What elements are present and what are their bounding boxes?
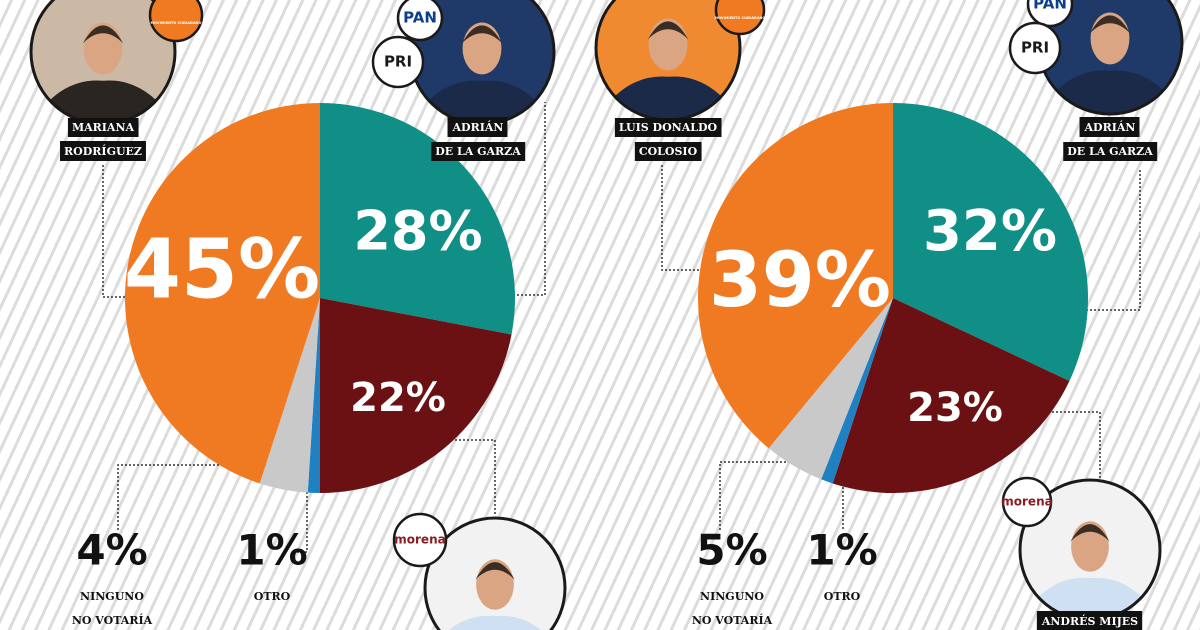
party-logo (1008, 21, 1062, 75)
candidate-name: DE LA GARZA (435, 145, 521, 158)
party-name: MOVIMIENTO CIUDADANO (715, 16, 766, 20)
category-label: NO VOTARÍA (692, 613, 773, 627)
candidate-name: MARIANA (72, 121, 135, 134)
value-label: 5% (696, 526, 767, 575)
category-label: NO VOTARÍA (72, 613, 153, 627)
candidate-name: RODRÍGUEZ (64, 144, 142, 158)
pie-slice (125, 103, 320, 484)
photo-hair (1070, 524, 1110, 542)
photo-hair (475, 562, 515, 580)
pie-slice (893, 103, 1088, 382)
party-logo (396, 0, 444, 42)
connector (1086, 168, 1141, 311)
value-label: 45% (124, 222, 320, 317)
pie-slice (832, 298, 1070, 494)
value-label: 1% (236, 526, 307, 575)
candidate-name: DE LA GARZA (1067, 145, 1153, 158)
pie-slice (307, 298, 320, 493)
connector (1048, 411, 1101, 478)
party-name: PRI (1021, 39, 1049, 57)
party-logo (392, 512, 448, 568)
name-box (1079, 117, 1140, 137)
connector (455, 439, 496, 515)
category-label: OTRO (254, 590, 291, 603)
party-logo (1026, 0, 1074, 28)
party-name: MOVIMIENTO CIUDADANO (151, 21, 202, 25)
name-box (634, 142, 702, 161)
name-box (447, 117, 508, 137)
value-label: 4% (76, 526, 147, 575)
connector (102, 165, 126, 298)
pie-slice (768, 298, 893, 480)
candidate-name: LUIS DONALDO (619, 121, 718, 134)
candidate-name: ANDRÉS MIJES (1041, 614, 1138, 628)
name-box (67, 118, 139, 137)
value-label: 32% (923, 199, 1057, 264)
category-label: NINGUNO (700, 590, 764, 603)
party-name: morena (1001, 495, 1052, 509)
candidate-name: ADRIÁN (452, 120, 504, 134)
party-name: PRI (384, 53, 412, 71)
name-box (1063, 142, 1158, 161)
category-label: OTRO (824, 590, 861, 603)
candidate-name: ADRIÁN (1084, 120, 1136, 134)
party-logo (1001, 476, 1053, 528)
name-box (60, 141, 146, 161)
photo-hair (82, 25, 124, 44)
value-label: 28% (353, 200, 482, 263)
pie-slice (821, 298, 893, 484)
pie-slice (320, 103, 516, 335)
party-logo (371, 35, 425, 89)
pie-slice (320, 298, 512, 493)
photo-hair (647, 21, 689, 40)
party-logo (148, 0, 204, 43)
connector (719, 461, 790, 530)
party-logo (714, 0, 766, 36)
value-label: 22% (350, 375, 446, 421)
party-name: PAN (1033, 0, 1067, 13)
photo-ring (423, 516, 567, 630)
photo-hair (461, 25, 503, 44)
connector (295, 492, 308, 553)
party-name: morena (394, 533, 445, 547)
value-label: 39% (709, 235, 891, 324)
pie-slice (698, 103, 893, 449)
party-name: PAN (403, 9, 437, 27)
candidate-name: COLOSIO (639, 145, 698, 158)
value-label: 23% (907, 385, 1003, 431)
connector (513, 102, 546, 296)
name-box (614, 118, 722, 137)
category-label: NINGUNO (80, 590, 144, 603)
photo-hair (1089, 15, 1131, 34)
name-box (431, 142, 526, 161)
value-label: 1% (806, 526, 877, 575)
name-box (1036, 611, 1143, 630)
pie-slice (259, 298, 320, 493)
connector (661, 165, 700, 271)
photo-shoulders (425, 615, 565, 630)
